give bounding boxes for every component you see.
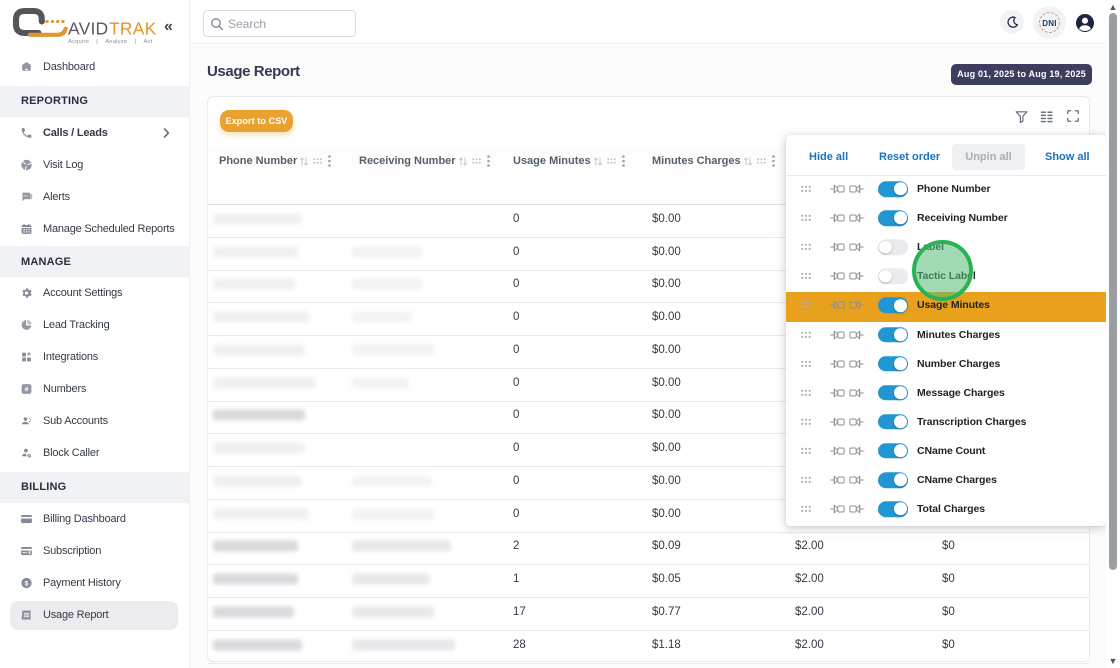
- svg-text:AVID: AVID: [68, 19, 108, 39]
- svg-text:$: $: [28, 550, 31, 555]
- svg-text:«: «: [164, 18, 173, 35]
- svg-text:$: $: [25, 580, 29, 587]
- svg-text:Acquire | Analyze |: Acquire | Analyze | Act: [68, 39, 153, 45]
- svg-text:#: #: [24, 385, 28, 394]
- svg-text:TRAK: TRAK: [109, 19, 157, 39]
